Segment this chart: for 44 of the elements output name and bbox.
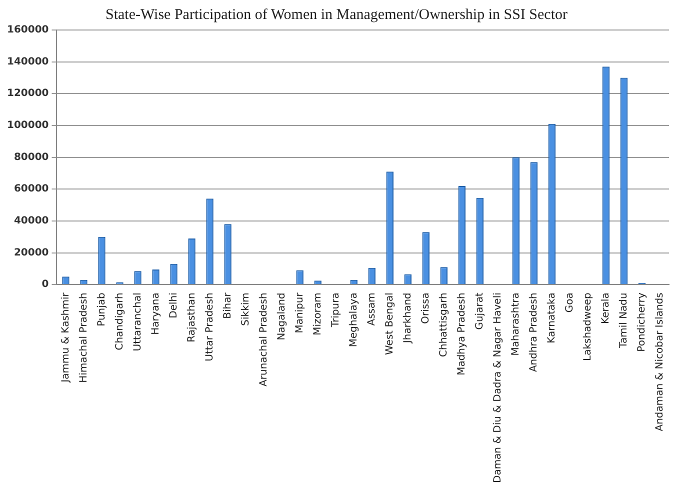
- y-tick-label: 20000: [14, 247, 49, 258]
- x-tick-label: Jharkhand: [402, 292, 414, 344]
- x-tick-label: Orissa: [420, 292, 432, 324]
- y-tick-label: 100000: [7, 120, 49, 132]
- x-tick-label: Andhra Pradesh: [528, 292, 540, 372]
- x-tick-label: Karnataka: [546, 292, 558, 344]
- x-tick-label: Assam: [366, 292, 378, 326]
- x-tick-label: Tripura: [330, 292, 342, 328]
- x-tick-label: Kerala: [600, 292, 612, 324]
- x-tick-label: Chhattisgarh: [438, 292, 450, 357]
- chart-title: State-Wise Participation of Women in Management/Ownership in SSI Sector: [106, 6, 568, 23]
- x-tick-label: Uttaranchal: [132, 292, 144, 352]
- x-tick-label: West Bengal: [384, 292, 396, 355]
- x-tick-label: Daman & Diu & Dadra & Nagar Haveli: [492, 292, 504, 484]
- x-tick-label: Meghalaya: [348, 292, 360, 348]
- y-tick-label: 40000: [14, 216, 49, 227]
- y-tick-label: 160000: [7, 24, 49, 36]
- x-tick-label: Mizoram: [312, 292, 324, 336]
- y-tick-label: 80000: [14, 152, 49, 163]
- x-tick-label: Uttar Pradesh: [204, 292, 216, 362]
- x-tick-label: Bihar: [222, 292, 234, 319]
- y-tick-label: 60000: [14, 184, 49, 195]
- x-tick-label: Arunachal Pradesh: [258, 292, 270, 386]
- x-tick-label: Sikkim: [240, 292, 252, 326]
- y-tick-label: 120000: [7, 88, 49, 100]
- x-tick-label: Punjab: [96, 292, 108, 326]
- x-tick-label: Goa: [564, 292, 576, 313]
- x-tick-label: Pondicherry: [636, 292, 648, 352]
- x-tick-label: Andaman & Nicobar Islands: [654, 292, 666, 432]
- x-tick-label: Chandigarh: [114, 292, 126, 350]
- x-tick-label: Maharashtra: [510, 292, 522, 356]
- x-tick-label: Delhi: [168, 292, 180, 318]
- x-tick-label: Madhya Pradesh: [456, 292, 468, 376]
- x-tick-label: Gujarat: [474, 292, 486, 330]
- y-tick-label: 140000: [7, 56, 49, 68]
- y-tick-label: 0: [42, 279, 49, 290]
- x-tick-label: Jammu & Kashmir: [60, 292, 72, 384]
- x-tick-label: Haryana: [150, 292, 162, 335]
- x-tick-label: Nagaland: [276, 292, 288, 340]
- x-tick-label: Tamil Nadu: [618, 292, 630, 349]
- x-tick-label: Himachal Pradesh: [78, 292, 90, 383]
- x-tick-label: Rajasthan: [186, 292, 198, 342]
- x-tick-label: Lakshadweep: [582, 292, 594, 361]
- x-tick-label: Manipur: [294, 292, 306, 334]
